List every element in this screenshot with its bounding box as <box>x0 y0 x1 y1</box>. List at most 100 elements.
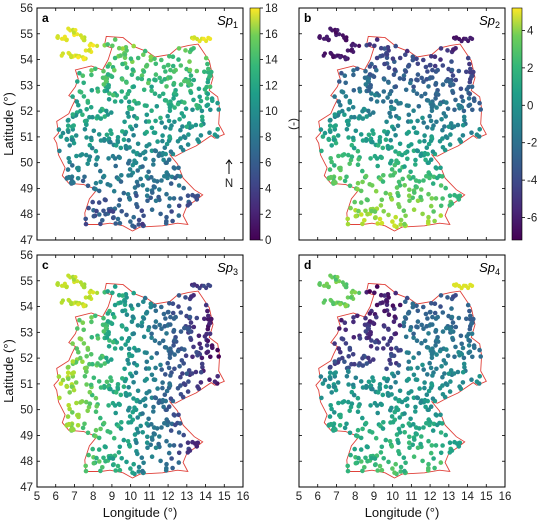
data-point <box>172 352 177 357</box>
data-point <box>413 409 418 414</box>
data-point <box>155 139 160 144</box>
data-point <box>103 78 109 84</box>
data-point <box>187 329 192 334</box>
data-point <box>112 284 118 289</box>
data-point <box>380 179 386 184</box>
data-point <box>118 179 124 184</box>
data-point <box>438 450 444 456</box>
data-point <box>469 74 474 79</box>
data-point <box>355 186 360 192</box>
data-point <box>163 98 169 103</box>
data-point <box>371 110 376 115</box>
data-point <box>387 91 393 97</box>
data-point <box>191 324 197 330</box>
data-point <box>351 68 356 73</box>
data-point <box>127 145 132 150</box>
data-point <box>113 221 118 226</box>
data-point <box>67 143 72 148</box>
data-point <box>115 463 121 469</box>
data-point <box>392 314 398 320</box>
data-point <box>160 150 166 156</box>
data-point <box>139 76 145 82</box>
data-point <box>162 421 167 426</box>
data-point <box>447 440 453 446</box>
data-point <box>203 302 209 308</box>
data-point <box>198 98 204 104</box>
data-point <box>428 118 434 124</box>
data-point <box>401 76 407 82</box>
data-point <box>151 409 156 414</box>
data-point <box>425 345 431 350</box>
data-point <box>80 73 86 78</box>
data-point <box>406 309 412 315</box>
data-point <box>386 459 391 465</box>
data-point <box>167 135 173 140</box>
data-point <box>69 300 74 305</box>
data-point <box>461 114 467 120</box>
data-point <box>321 36 327 41</box>
data-point <box>158 458 163 464</box>
data-point <box>189 294 194 300</box>
data-points <box>55 273 221 477</box>
data-point <box>142 48 148 54</box>
data-point <box>428 203 434 209</box>
data-point <box>78 400 83 405</box>
data-point <box>141 334 147 340</box>
data-point <box>450 90 456 95</box>
data-point <box>164 214 169 220</box>
data-point <box>121 384 127 390</box>
data-point <box>380 145 386 151</box>
x-axis-label: Longitude (°) <box>365 505 440 520</box>
data-point <box>185 203 191 208</box>
data-point <box>340 90 346 95</box>
data-point <box>186 368 192 373</box>
data-point <box>440 82 446 87</box>
data-point <box>438 57 443 62</box>
data-point <box>87 401 93 407</box>
data-point <box>438 213 444 218</box>
data-point <box>105 64 111 69</box>
data-point <box>144 112 150 118</box>
data-point <box>459 94 465 100</box>
data-point <box>441 111 447 116</box>
data-point <box>185 142 191 147</box>
data-point <box>342 359 347 365</box>
data-point <box>139 208 145 213</box>
data-point <box>124 65 130 70</box>
data-point <box>396 179 402 185</box>
data-point <box>360 363 366 368</box>
data-point <box>366 132 372 138</box>
data-point <box>389 444 395 449</box>
data-point <box>86 48 91 53</box>
data-point <box>382 324 387 329</box>
y-tick-label: 54 <box>20 302 33 314</box>
data-point <box>384 52 390 57</box>
data-point <box>442 124 447 129</box>
data-point <box>181 185 186 191</box>
x-tick-label: 11 <box>405 491 417 503</box>
data-point <box>85 430 91 436</box>
data-point <box>160 91 166 97</box>
data-point <box>210 98 215 104</box>
data-point <box>145 187 150 193</box>
data-point <box>125 338 131 344</box>
y-tick-label: 50 <box>20 405 33 417</box>
data-point <box>433 69 439 74</box>
data-point <box>320 381 326 386</box>
data-point <box>81 94 87 99</box>
x-tick-label: 7 <box>333 491 339 503</box>
data-point <box>381 420 386 425</box>
data-point <box>387 192 393 197</box>
data-point <box>395 370 401 376</box>
data-point <box>152 56 157 62</box>
data-point <box>327 365 333 370</box>
colorbar-tick-label: 4 <box>265 183 272 195</box>
data-point <box>85 408 90 414</box>
data-point <box>423 311 429 317</box>
data-point <box>357 361 362 366</box>
data-point <box>406 143 412 149</box>
data-point <box>98 138 104 143</box>
data-point <box>148 195 153 201</box>
data-point <box>456 315 462 321</box>
data-point <box>153 198 159 204</box>
